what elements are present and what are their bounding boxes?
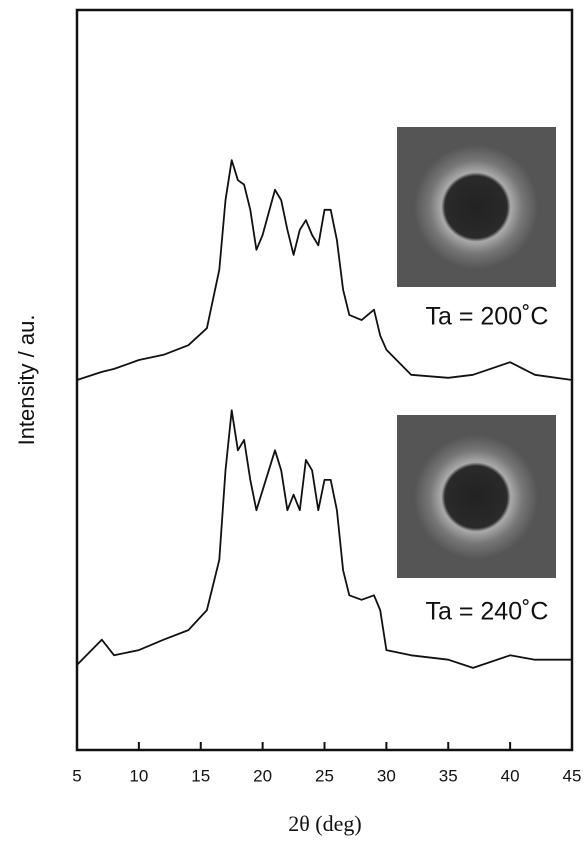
diffraction-ring bbox=[414, 435, 538, 559]
x-tick-label: 25 bbox=[315, 766, 334, 785]
inset-images bbox=[397, 127, 556, 578]
diffraction-ring bbox=[414, 145, 538, 269]
x-axis-label: 2θ (deg) bbox=[288, 811, 361, 836]
x-tick-label: 45 bbox=[563, 766, 582, 785]
x-tick-label: 10 bbox=[129, 766, 148, 785]
y-axis-label: Intensity / au. bbox=[14, 315, 39, 446]
x-tick-label: 35 bbox=[439, 766, 458, 785]
plot-frame bbox=[77, 10, 572, 750]
x-tick-label: 30 bbox=[377, 766, 396, 785]
x-tick-label: 40 bbox=[501, 766, 520, 785]
x-tick-label: 15 bbox=[191, 766, 210, 785]
x-tick-label: 20 bbox=[253, 766, 272, 785]
series-label: Ta = 200˚C bbox=[426, 303, 549, 331]
series-label: Ta = 240˚C bbox=[426, 598, 549, 626]
chart: Intensity / au. 2θ (deg) 5 10 15 20 25 30 35 40… bbox=[0, 0, 585, 839]
x-tick-label: 5 bbox=[72, 766, 81, 785]
